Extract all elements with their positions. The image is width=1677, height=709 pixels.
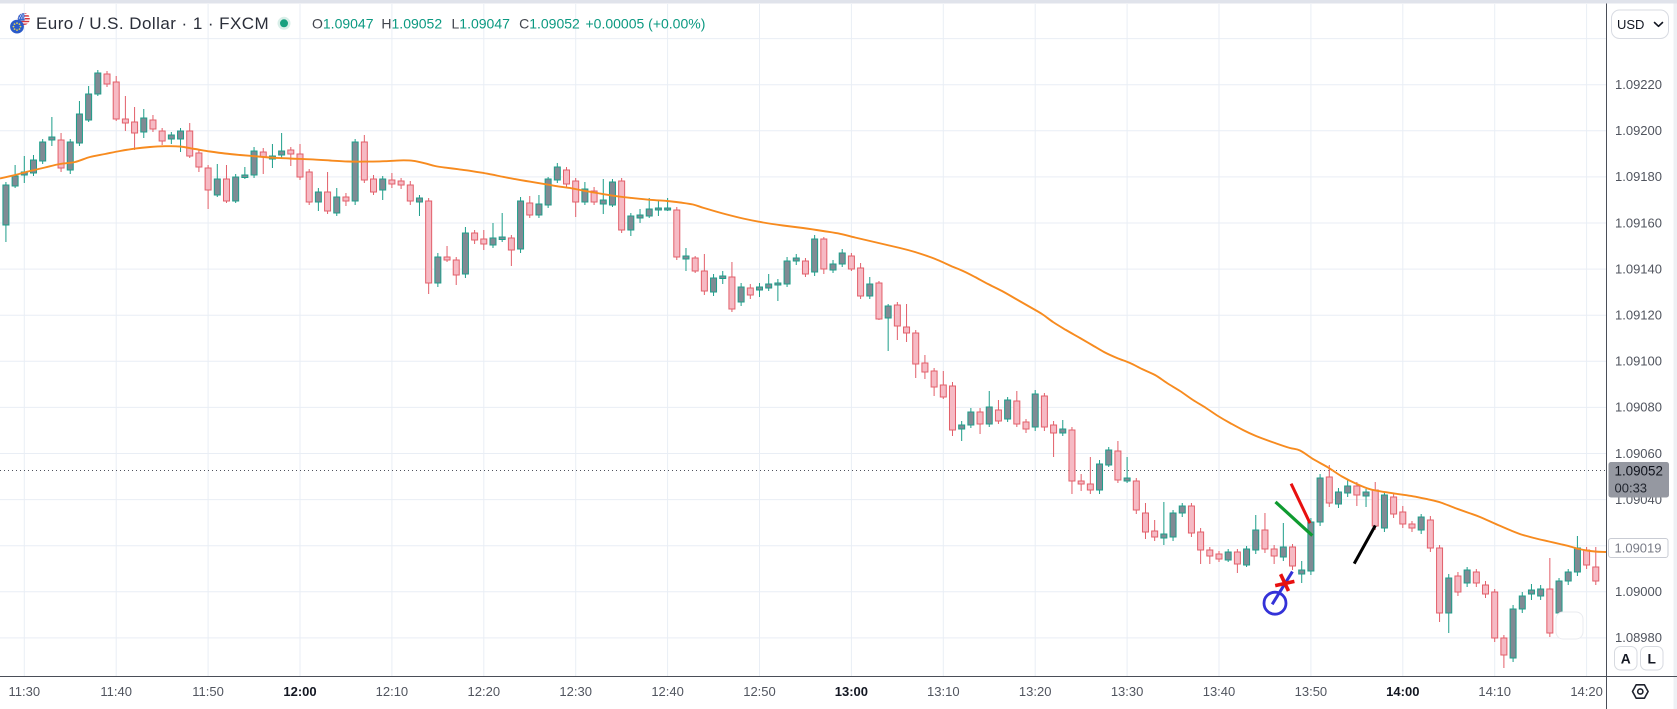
svg-text:1.09080: 1.09080 [1615,400,1662,415]
svg-text:1.08980: 1.08980 [1615,630,1662,645]
svg-text:Euro / U.S. Dollar · 1 · FXCM: Euro / U.S. Dollar · 1 · FXCM [36,14,269,33]
svg-text:1.09052: 1.09052 [1615,464,1663,479]
svg-text:1.09140: 1.09140 [1615,261,1662,276]
svg-text:1.09100: 1.09100 [1615,354,1662,369]
svg-text:1.09160: 1.09160 [1615,215,1662,230]
svg-text:13:50: 13:50 [1295,684,1328,699]
svg-text:13:40: 13:40 [1203,684,1236,699]
svg-text:1.09120: 1.09120 [1615,308,1662,323]
svg-text:12:40: 12:40 [651,684,684,699]
svg-text:1.09019: 1.09019 [1615,540,1662,555]
svg-text:1.09060: 1.09060 [1615,446,1662,461]
svg-text:USD: USD [1617,17,1644,32]
svg-text:12:30: 12:30 [559,684,592,699]
svg-text:14:00: 14:00 [1386,684,1419,699]
svg-text:12:20: 12:20 [468,684,501,699]
svg-text:13:20: 13:20 [1019,684,1052,699]
svg-text:H1.09052: H1.09052 [381,15,442,31]
svg-text:1.09000: 1.09000 [1615,584,1662,599]
svg-text:12:10: 12:10 [376,684,409,699]
svg-text:12:00: 12:00 [283,684,316,699]
svg-text:13:30: 13:30 [1111,684,1144,699]
svg-text:+0.00005 (+0.00%): +0.00005 (+0.00%) [586,15,706,31]
svg-text:11:50: 11:50 [192,684,224,699]
svg-text:O1.09047: O1.09047 [312,15,374,31]
svg-text:13:10: 13:10 [927,684,960,699]
svg-text:C1.09052: C1.09052 [519,15,580,31]
svg-text:A: A [1621,651,1631,666]
svg-text:1.09180: 1.09180 [1615,169,1662,184]
svg-text:14:10: 14:10 [1478,684,1511,699]
svg-text:L1.09047: L1.09047 [452,15,511,31]
svg-text:L: L [1647,651,1655,666]
svg-text:00:33: 00:33 [1615,481,1648,496]
svg-text:1.09220: 1.09220 [1615,77,1662,92]
svg-text:11:30: 11:30 [9,684,41,699]
svg-text:1.09200: 1.09200 [1615,123,1662,138]
svg-text:11:40: 11:40 [100,684,132,699]
svg-text:14:20: 14:20 [1570,684,1603,699]
svg-text:12:50: 12:50 [743,684,776,699]
svg-text:13:00: 13:00 [835,684,868,699]
